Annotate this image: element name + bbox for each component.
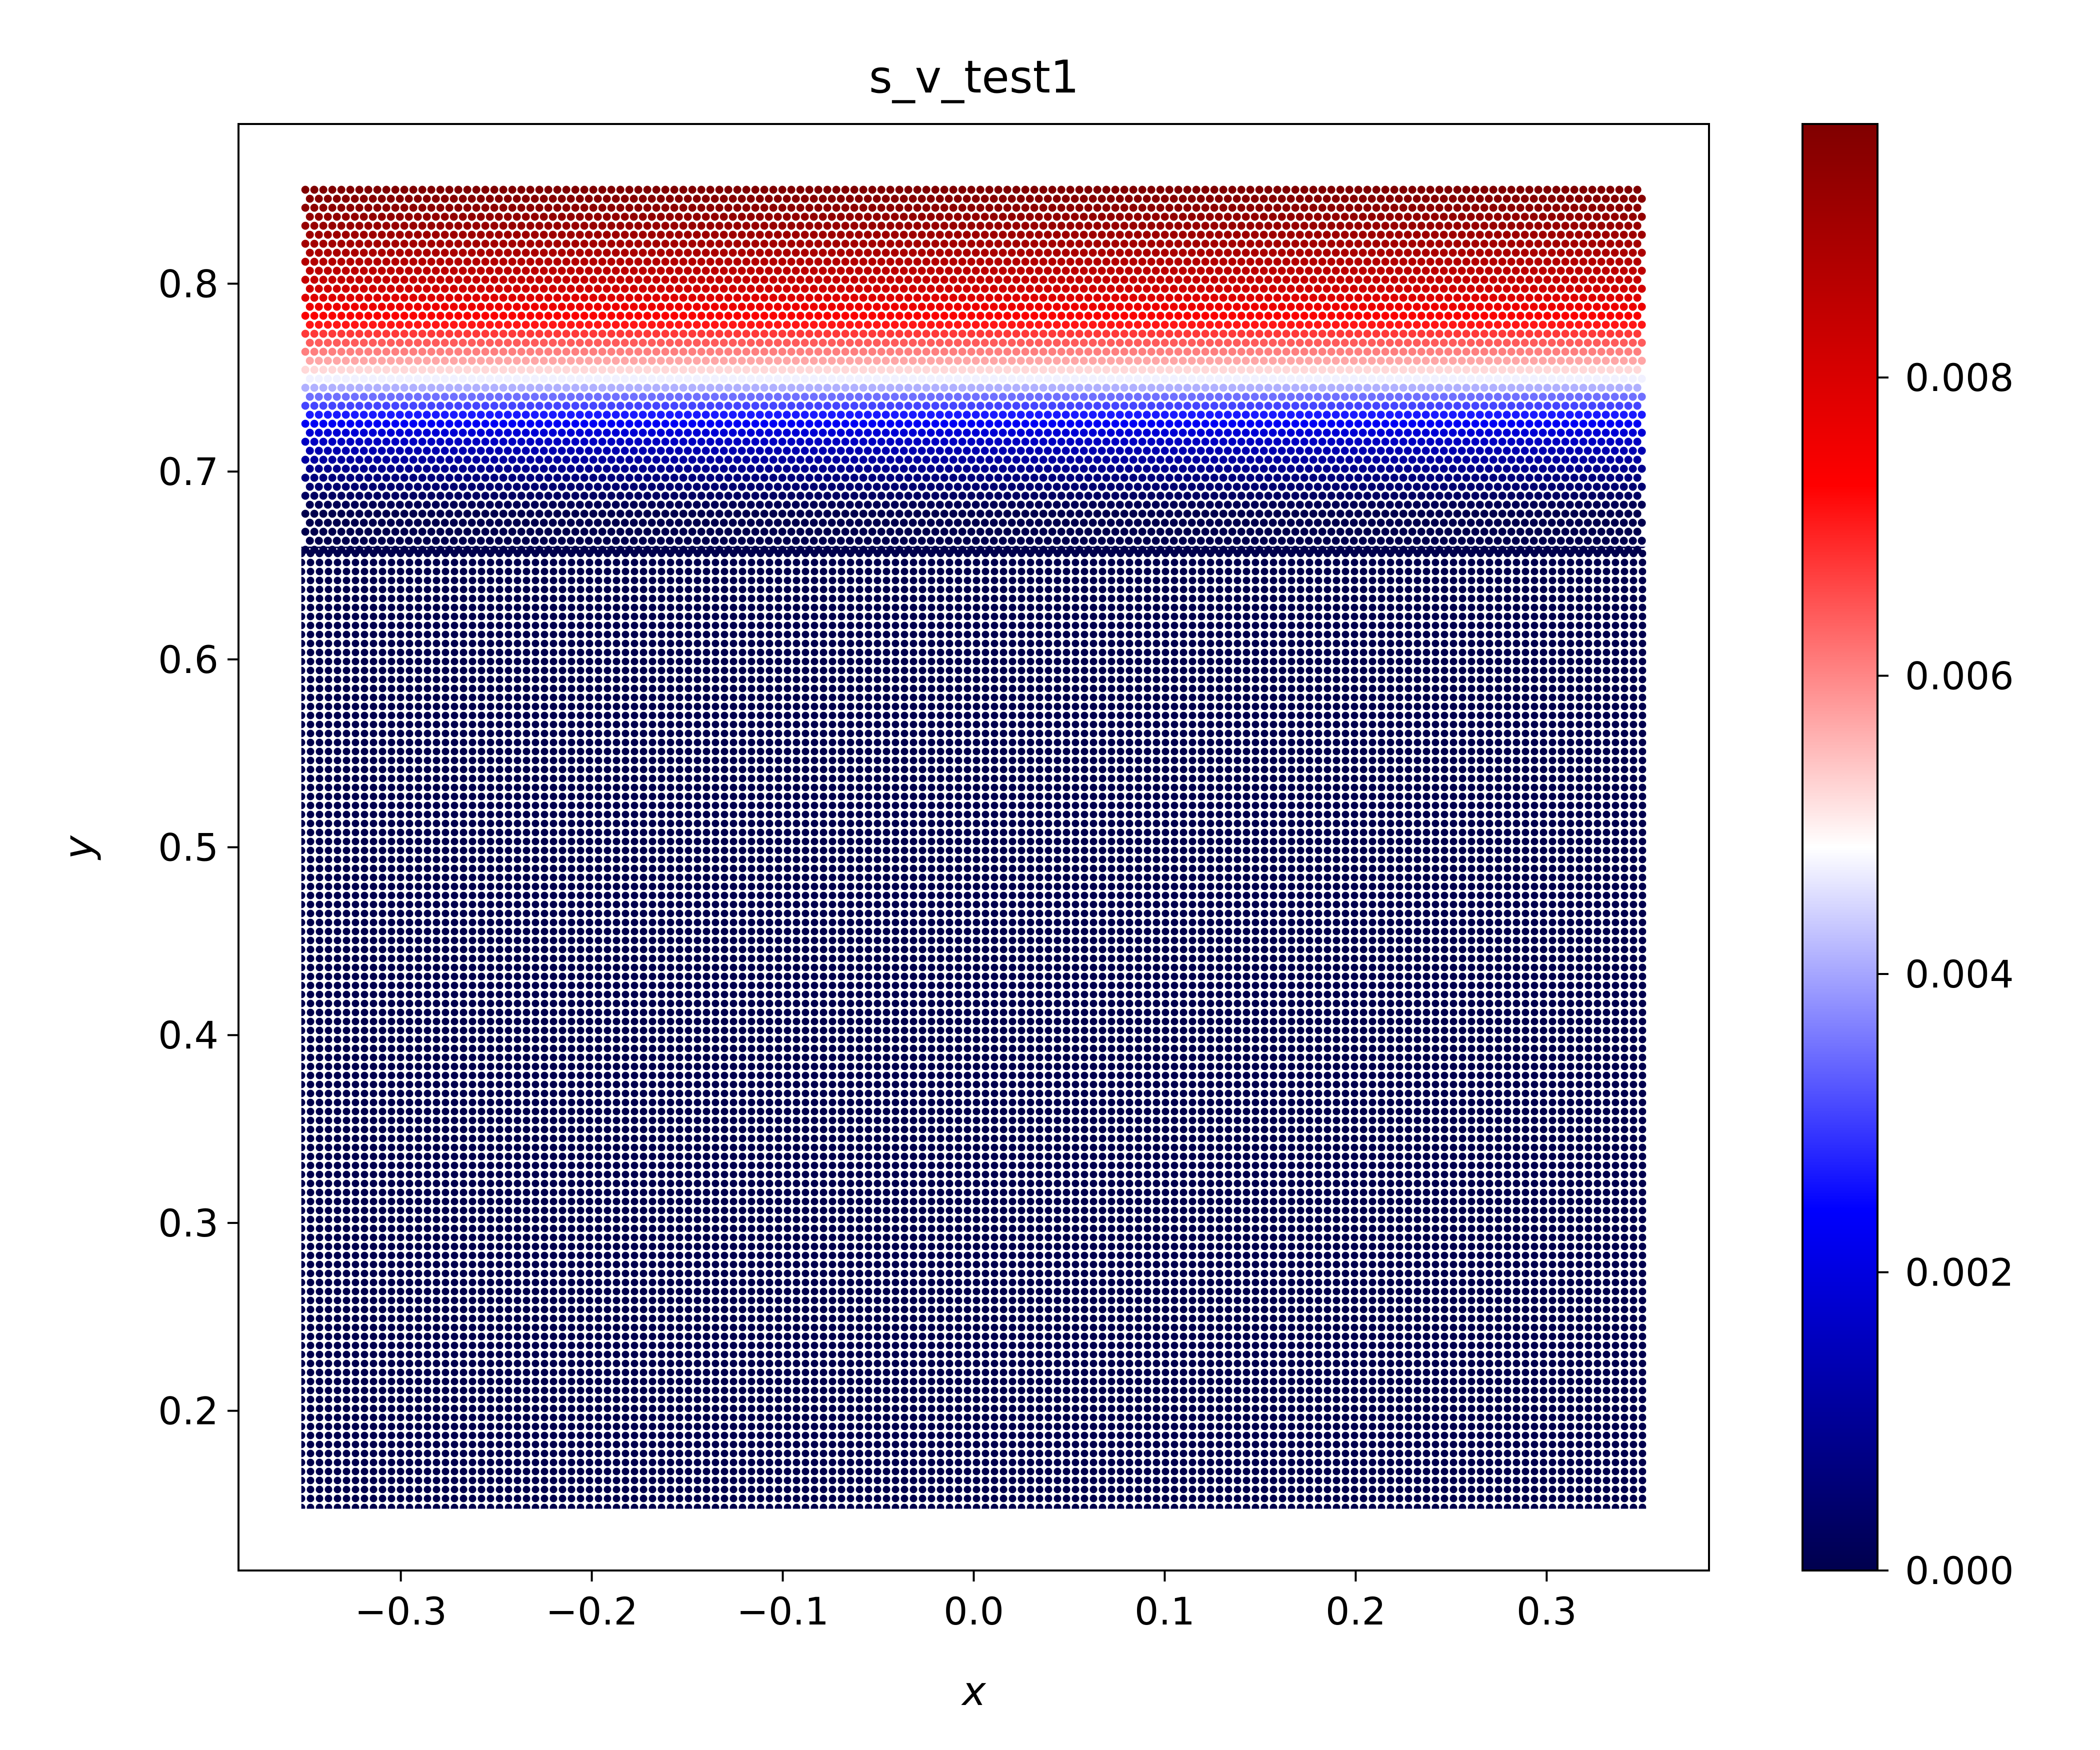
colorbar-tick-label: 0.006 [1905,654,2014,698]
scatter-row [306,338,1646,347]
scatter-row [301,510,1642,518]
scatter-row [301,222,1642,230]
y-axis: 0.2 0.3 0.4 0.5 0.6 0.7 0.8 [158,262,238,1434]
scatter-row [306,428,1646,437]
scatter-row [306,284,1646,293]
scatter-row [306,212,1646,221]
y-tick-label: 0.8 [158,262,218,306]
x-axis-label: x [960,1668,986,1714]
scatter-row [306,536,1646,545]
x-tick-label: 0.0 [944,1589,1004,1634]
scatter-row [306,482,1646,491]
scatter-row [301,402,1642,410]
scatter-row [301,366,1642,374]
y-tick-label: 0.3 [158,1201,218,1246]
colorbar-tick-label: 0.002 [1905,1250,2014,1295]
scatter-row [306,518,1646,527]
colorbar-tick-label: 0.000 [1905,1548,2014,1593]
scatter-row [306,446,1646,455]
x-tick-label: 0.2 [1326,1589,1386,1634]
colorbar-axis: 0.000 0.002 0.004 0.006 0.008 [1878,356,2014,1593]
scatter-row [301,420,1642,428]
scatter-row [306,374,1646,383]
scatter-row [306,248,1646,257]
scatter-row [301,294,1642,302]
y-tick-label: 0.2 [158,1389,218,1434]
scatter-row [306,194,1646,203]
scatter-row [301,438,1642,446]
scatter-row [306,356,1646,365]
scatter-row [301,204,1642,212]
x-axis: −0.3 −0.2 −0.1 0.0 0.1 0.2 0.3 [354,1570,1577,1634]
chart-title: s_v_test1 [869,51,1079,104]
scatter-row [301,240,1642,248]
scatter-row [301,492,1642,500]
scatter-row [301,276,1642,284]
y-tick-label: 0.6 [158,638,218,682]
scatter-row [301,186,1642,194]
scatter-row [301,546,1642,554]
x-tick-label: −0.3 [354,1589,447,1634]
scatter-row [306,320,1646,329]
scatter-row [306,464,1646,473]
colorbar-tick-label: 0.004 [1905,952,2014,996]
colorbar [1802,123,1878,1572]
scatter-row [301,384,1642,392]
scatter-row [301,348,1642,356]
scatter-row [301,528,1642,536]
scatter-field [301,186,1646,1509]
y-axis-label: y [56,835,102,860]
y-tick-label: 0.7 [158,450,218,494]
x-tick-label: −0.1 [736,1589,829,1634]
scatter-row [301,330,1642,338]
scatter-row [306,266,1646,275]
scatter-row [306,230,1646,239]
scatter-row [301,456,1642,464]
scatter-row [306,410,1646,419]
x-tick-label: 0.1 [1134,1589,1195,1634]
scatter-row [306,302,1646,311]
scatter-row [301,258,1642,266]
scatter-row [306,500,1646,509]
x-tick-label: 0.3 [1516,1589,1577,1634]
y-tick-label: 0.4 [158,1013,218,1058]
colorbar-tick-label: 0.008 [1905,356,2014,400]
y-tick-label: 0.5 [158,826,218,870]
x-tick-label: −0.2 [546,1589,638,1634]
scatter-row [306,392,1646,401]
scatter-row [301,474,1642,482]
scatter-row [301,312,1642,320]
scatter-bulk [301,546,1646,1509]
